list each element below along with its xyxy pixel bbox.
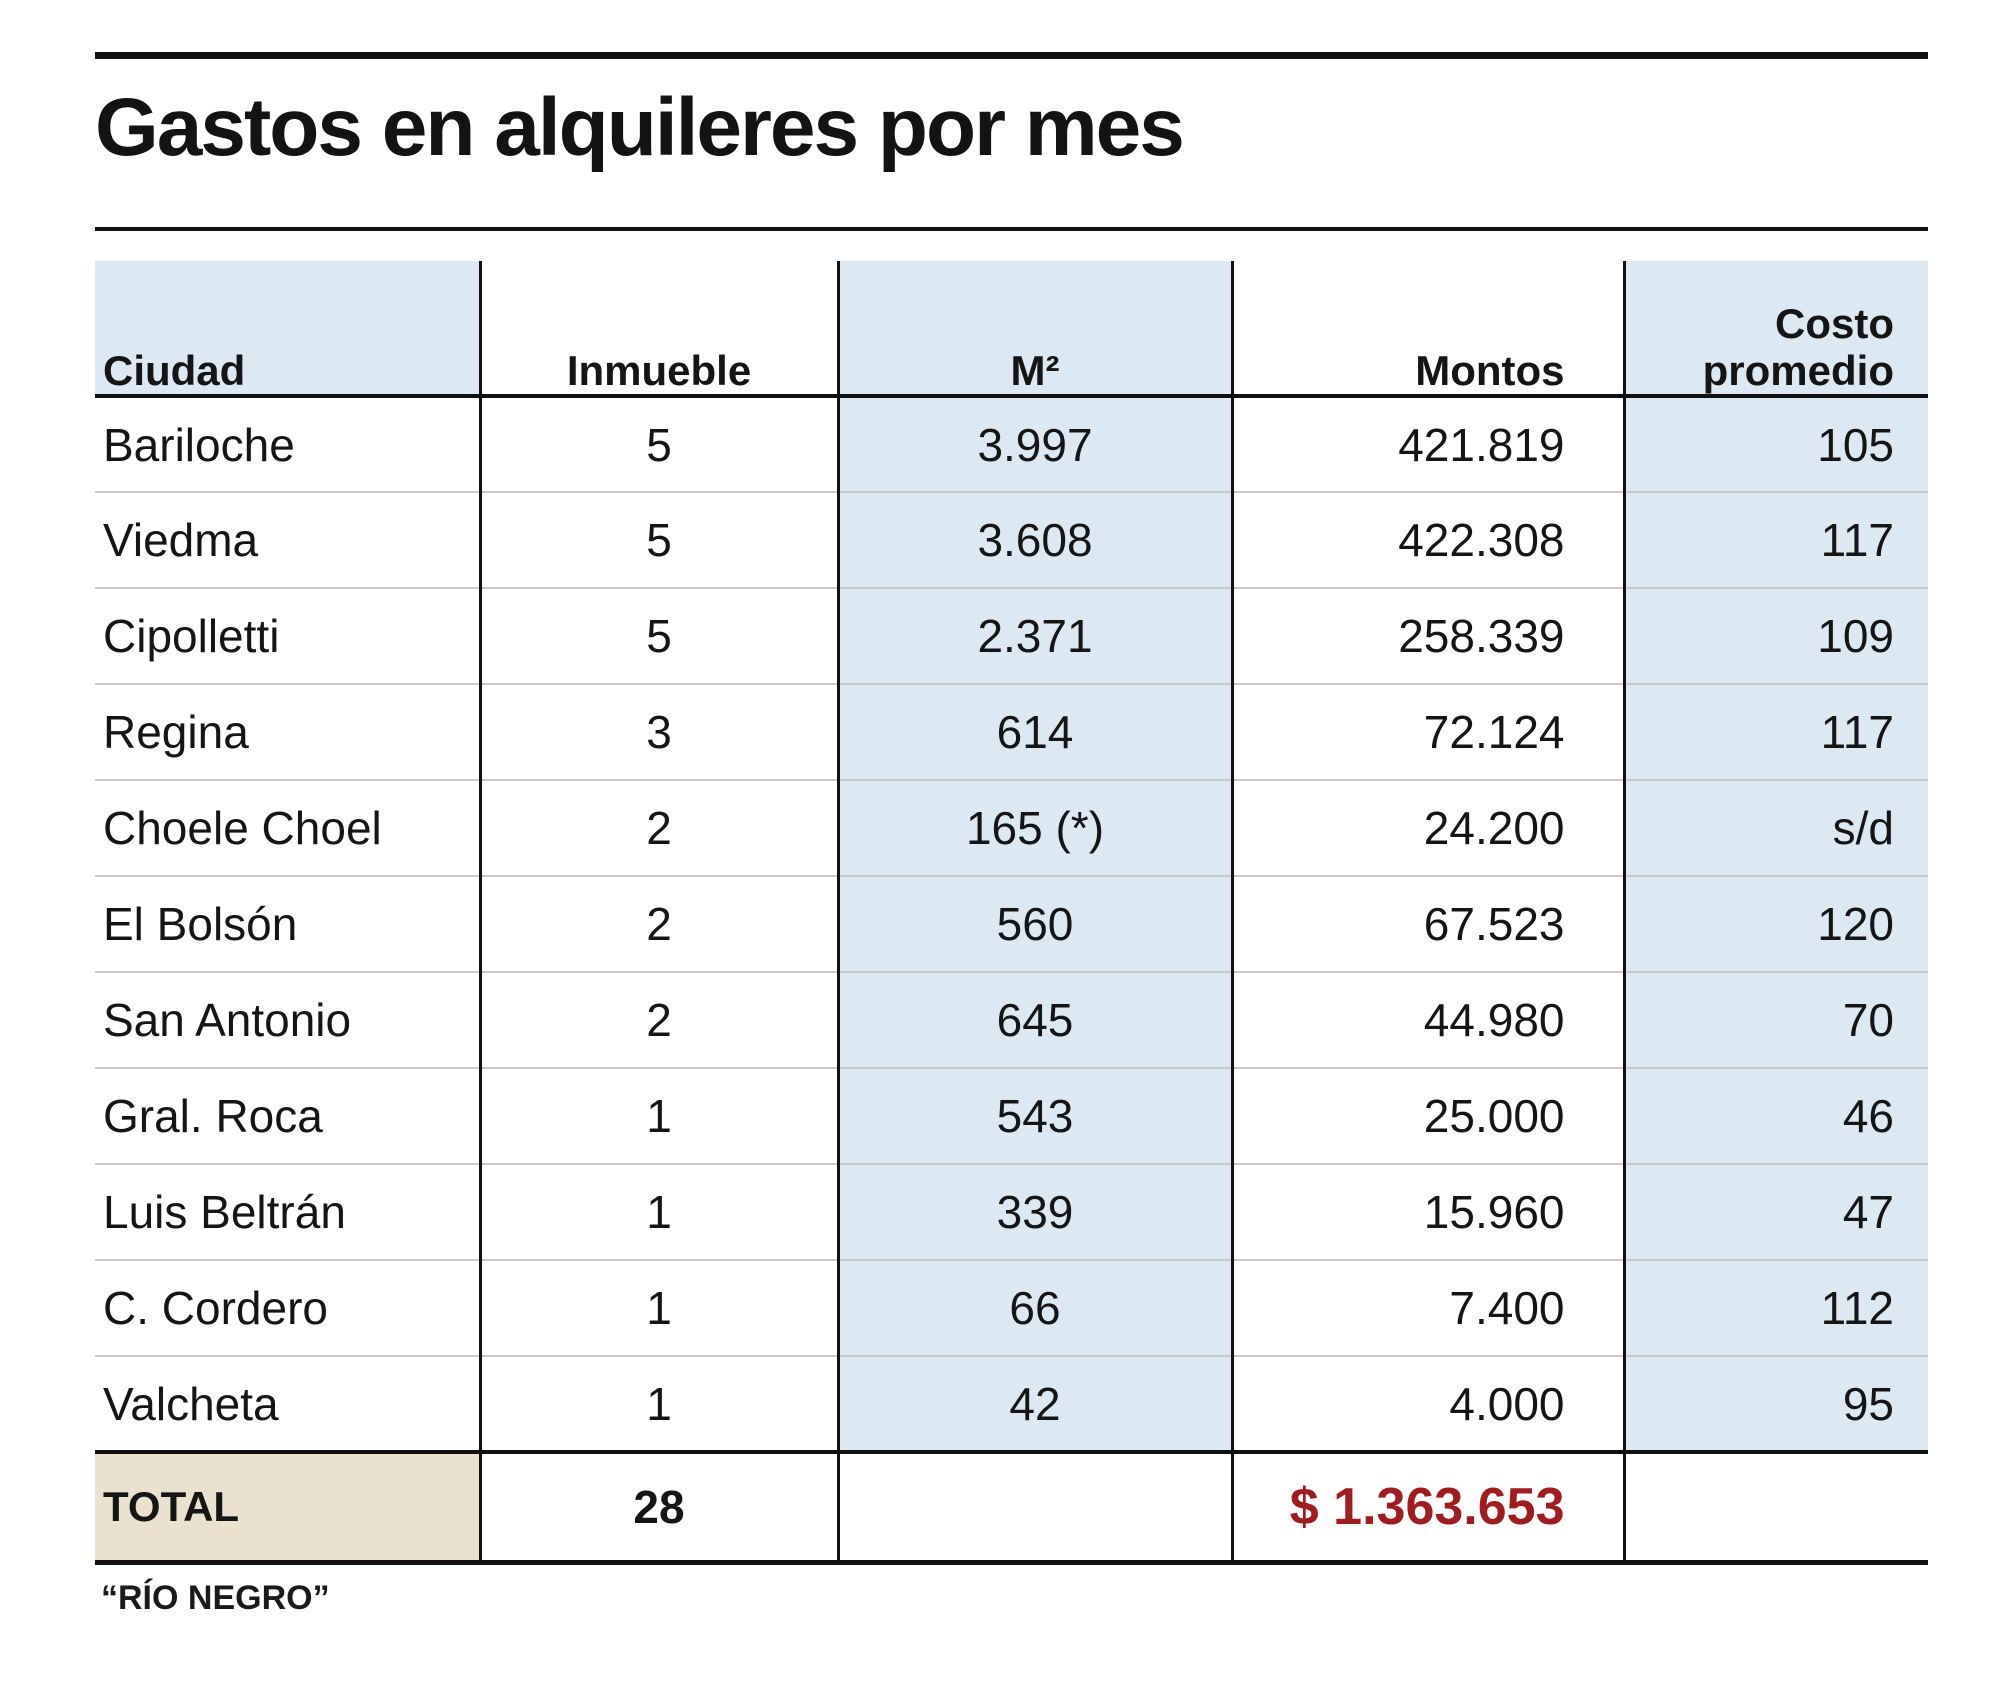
cell-m2: 2.371 bbox=[836, 588, 1232, 686]
column-header-costo-promedio: Costo promedio bbox=[1622, 261, 1928, 399]
cell-m2: 165 (*) bbox=[836, 780, 1232, 878]
top-rule bbox=[95, 52, 1928, 59]
cell-ciudad: Regina bbox=[95, 684, 480, 782]
cell-inmueble: 1 bbox=[478, 1356, 838, 1454]
cell-montos: 4.000 bbox=[1230, 1356, 1624, 1454]
cell-montos: 24.200 bbox=[1230, 780, 1624, 878]
table-row: Choele Choel 2 165 (*) 24.200 s/d bbox=[95, 780, 1928, 878]
column-header-montos: Montos bbox=[1230, 261, 1624, 399]
cell-inmueble: 1 bbox=[478, 1260, 838, 1358]
total-label: TOTAL bbox=[95, 1450, 480, 1565]
cell-costo-promedio: 112 bbox=[1622, 1260, 1928, 1358]
cell-costo-promedio: 70 bbox=[1622, 972, 1928, 1070]
cell-ciudad: El Bolsón bbox=[95, 876, 480, 974]
cell-m2: 3.608 bbox=[836, 492, 1232, 590]
source-credit: “RÍO NEGRO” bbox=[101, 1578, 330, 1617]
cell-montos: 421.819 bbox=[1230, 396, 1624, 494]
cell-montos: 72.124 bbox=[1230, 684, 1624, 782]
cell-m2: 614 bbox=[836, 684, 1232, 782]
header-row: Ciudad Inmueble M² Montos Costo promedio bbox=[95, 261, 1928, 399]
cell-costo-promedio: 46 bbox=[1622, 1068, 1928, 1166]
table-row: Bariloche 5 3.997 421.819 105 bbox=[95, 396, 1928, 494]
cell-inmueble: 5 bbox=[478, 588, 838, 686]
cell-ciudad: Cipolletti bbox=[95, 588, 480, 686]
cell-m2: 42 bbox=[836, 1356, 1232, 1454]
cell-m2: 543 bbox=[836, 1068, 1232, 1166]
cell-m2: 645 bbox=[836, 972, 1232, 1070]
cell-costo-promedio: 47 bbox=[1622, 1164, 1928, 1262]
total-costo bbox=[1622, 1450, 1928, 1565]
cell-montos: 44.980 bbox=[1230, 972, 1624, 1070]
cell-inmueble: 3 bbox=[478, 684, 838, 782]
page: Gastos en alquileres por mes Ciudad Inmu… bbox=[0, 52, 2000, 1618]
cell-m2: 339 bbox=[836, 1164, 1232, 1262]
cell-costo-promedio: s/d bbox=[1622, 780, 1928, 878]
cell-ciudad: San Antonio bbox=[95, 972, 480, 1070]
total-m2 bbox=[836, 1450, 1232, 1565]
cell-costo-promedio: 105 bbox=[1622, 396, 1928, 494]
column-header-m2: M² bbox=[836, 261, 1232, 399]
table-row: Cipolletti 5 2.371 258.339 109 bbox=[95, 588, 1928, 686]
table-row: C. Cordero 1 66 7.400 112 bbox=[95, 1260, 1928, 1358]
cell-montos: 7.400 bbox=[1230, 1260, 1624, 1358]
table-row: Viedma 5 3.608 422.308 117 bbox=[95, 492, 1928, 590]
cell-montos: 15.960 bbox=[1230, 1164, 1624, 1262]
table-row: Gral. Roca 1 543 25.000 46 bbox=[95, 1068, 1928, 1166]
cell-montos: 422.308 bbox=[1230, 492, 1624, 590]
page-title: Gastos en alquileres por mes bbox=[95, 82, 1185, 173]
cell-inmueble: 1 bbox=[478, 1164, 838, 1262]
cell-montos: 25.000 bbox=[1230, 1068, 1624, 1166]
cell-ciudad: Luis Beltrán bbox=[95, 1164, 480, 1262]
cell-inmueble: 2 bbox=[478, 972, 838, 1070]
cell-inmueble: 1 bbox=[478, 1068, 838, 1166]
table-row: El Bolsón 2 560 67.523 120 bbox=[95, 876, 1928, 974]
cell-inmueble: 5 bbox=[478, 492, 838, 590]
cell-ciudad: C. Cordero bbox=[95, 1260, 480, 1358]
table-row: Regina 3 614 72.124 117 bbox=[95, 684, 1928, 782]
cell-inmueble: 5 bbox=[478, 396, 838, 494]
total-row: TOTAL 28 $ 1.363.653 bbox=[95, 1450, 1928, 1565]
cell-costo-promedio: 117 bbox=[1622, 684, 1928, 782]
cell-ciudad: Bariloche bbox=[95, 396, 480, 494]
cell-inmueble: 2 bbox=[478, 780, 838, 878]
cell-m2: 560 bbox=[836, 876, 1232, 974]
cell-montos: 258.339 bbox=[1230, 588, 1624, 686]
cell-m2: 3.997 bbox=[836, 396, 1232, 494]
cell-costo-promedio: 109 bbox=[1622, 588, 1928, 686]
cell-costo-promedio: 120 bbox=[1622, 876, 1928, 974]
table-footer: TOTAL 28 $ 1.363.653 bbox=[95, 1450, 1928, 1565]
table-row: San Antonio 2 645 44.980 70 bbox=[95, 972, 1928, 1070]
table-header: Ciudad Inmueble M² Montos Costo promedio bbox=[95, 261, 1928, 399]
total-montos: $ 1.363.653 bbox=[1230, 1450, 1624, 1565]
column-header-ciudad: Ciudad bbox=[95, 261, 480, 399]
cell-costo-promedio: 95 bbox=[1622, 1356, 1928, 1454]
table-body: Bariloche 5 3.997 421.819 105 Viedma 5 3.608 422… bbox=[95, 396, 1928, 1454]
cell-ciudad: Gral. Roca bbox=[95, 1068, 480, 1166]
column-header-inmueble: Inmueble bbox=[478, 261, 838, 399]
cell-costo-promedio: 117 bbox=[1622, 492, 1928, 590]
cell-montos: 67.523 bbox=[1230, 876, 1624, 974]
cell-ciudad: Valcheta bbox=[95, 1356, 480, 1454]
total-inmueble: 28 bbox=[478, 1450, 838, 1565]
rent-expenses-table: Ciudad Inmueble M² Montos Costo promedio… bbox=[95, 261, 1928, 1565]
cell-ciudad: Choele Choel bbox=[95, 780, 480, 878]
cell-ciudad: Viedma bbox=[95, 492, 480, 590]
table-row: Luis Beltrán 1 339 15.960 47 bbox=[95, 1164, 1928, 1262]
title-rule bbox=[95, 227, 1928, 232]
cell-inmueble: 2 bbox=[478, 876, 838, 974]
table-row: Valcheta 1 42 4.000 95 bbox=[95, 1356, 1928, 1454]
cell-m2: 66 bbox=[836, 1260, 1232, 1358]
